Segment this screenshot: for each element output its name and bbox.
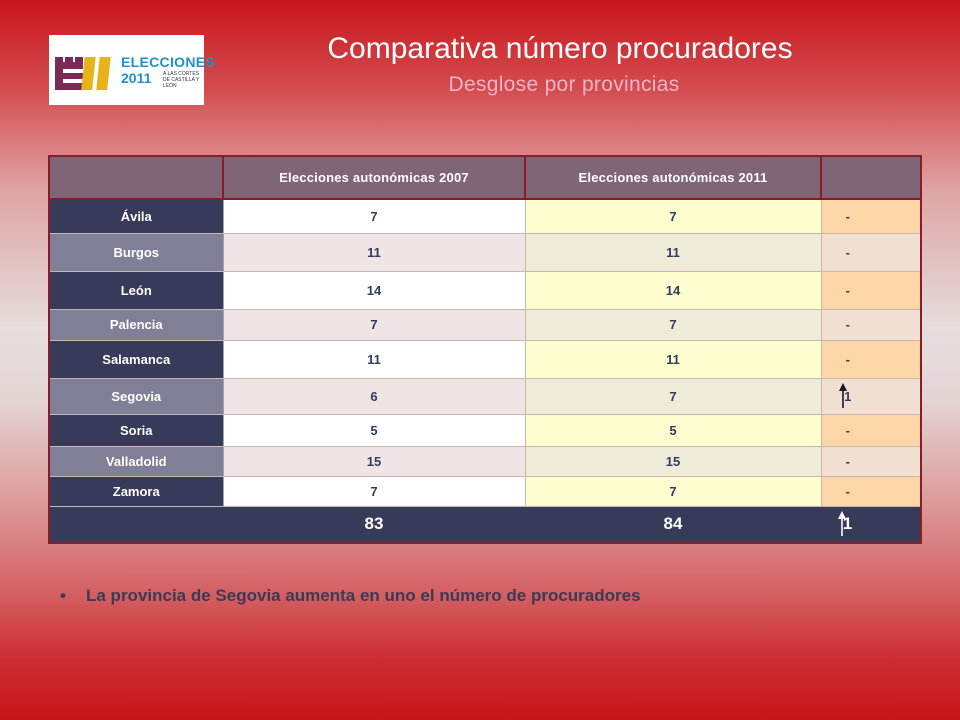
table-row: Ávila 7 7 - [49,199,921,234]
page-subtitle: Desglose por provincias [448,73,680,96]
value-2007: 7 [223,309,526,341]
province-name: Burgos [49,233,224,272]
total-difference-cell: 1 [821,506,921,543]
difference-cell: 1 [821,378,921,415]
logo-name: ELECCIONES [121,54,216,70]
province-name: León [49,271,224,310]
header-blank-cell [49,156,224,200]
summary-note: • La provincia de Segovia aumenta en uno … [60,586,641,606]
header-2007: Elecciones autonómicas 2007 [223,156,526,200]
summary-text: La provincia de Segovia aumenta en uno e… [86,586,641,605]
province-name: Soria [49,414,224,447]
difference: - [821,340,921,379]
value-2007: 15 [223,446,526,477]
table-row: León 14 14 - [49,271,921,310]
procuradores-table: Elecciones autonómicas 2007 Elecciones a… [48,155,922,544]
table-row: Segovia 6 7 1 [49,378,921,415]
difference: - [821,476,921,507]
value-2011: 11 [525,233,822,272]
value-2011: 14 [525,271,822,310]
table-row: Soria 5 5 - [49,414,921,447]
value-2007: 7 [223,476,526,507]
value-2011: 7 [525,309,822,341]
difference: - [821,199,921,234]
total-2011: 84 [525,506,821,543]
province-name: Segovia [49,378,224,415]
value-2011: 7 [525,378,822,415]
table-row: Palencia 7 7 - [49,309,921,341]
table-row: Salamanca 11 11 - [49,340,921,379]
up-arrow-icon [838,383,847,408]
logo-mark-icon [55,57,111,90]
table-row: Zamora 7 7 - [49,476,921,507]
total-difference: 1 [842,514,853,533]
logo-year: 2011 [121,70,152,86]
value-2011: 11 [525,340,822,379]
page-title: Comparativa número procuradores [327,32,793,65]
difference: - [821,271,921,310]
bullet: • [60,586,66,605]
logo-tagline: A LAS CORTES DE CASTILLA Y LEÓN [163,71,200,89]
province-name: Palencia [49,309,224,341]
total-label-cell [49,506,223,543]
elecciones-2011-logo: ELECCIONES 2011 A LAS CORTES DE CASTILLA… [49,35,215,105]
value-2007: 7 [223,199,526,234]
difference: - [821,309,921,341]
province-name: Zamora [49,476,224,507]
value-2007: 11 [223,233,526,272]
difference: 1 [844,388,852,404]
value-2011: 5 [525,414,822,447]
province-name: Ávila [49,199,224,234]
difference: - [821,446,921,477]
value-2011: 7 [525,476,822,507]
value-2007: 6 [223,378,526,415]
table-row: Burgos 11 11 - [49,233,921,272]
header-diff-cell [821,156,921,200]
header-2011: Elecciones autonómicas 2011 [525,156,822,200]
total-2007: 83 [223,506,525,543]
table-row: Valladolid 15 15 - [49,446,921,477]
difference: - [821,414,921,447]
value-2011: 7 [525,199,822,234]
province-name: Salamanca [49,340,224,379]
up-arrow-icon [838,511,846,536]
province-name: Valladolid [49,446,224,477]
value-2011: 15 [525,446,822,477]
value-2007: 11 [223,340,526,379]
difference: - [821,233,921,272]
value-2007: 5 [223,414,526,447]
table-header-row: Elecciones autonómicas 2007 Elecciones a… [49,156,921,200]
total-row: 83 84 1 [49,506,921,543]
value-2007: 14 [223,271,526,310]
